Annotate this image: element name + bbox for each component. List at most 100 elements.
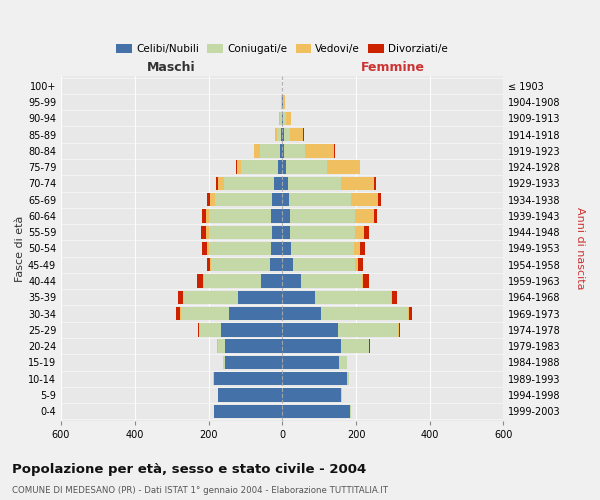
Bar <box>184 290 282 304</box>
Bar <box>178 290 282 304</box>
Bar <box>281 96 282 108</box>
Bar <box>281 96 282 108</box>
Bar <box>209 210 282 222</box>
Bar <box>218 388 282 402</box>
Bar <box>206 226 282 239</box>
Bar <box>282 226 355 239</box>
Bar <box>282 340 341 353</box>
Bar <box>278 112 282 125</box>
Bar <box>275 128 282 141</box>
Text: Popolazione per età, sesso e stato civile - 2004: Popolazione per età, sesso e stato civil… <box>12 462 366 475</box>
Bar <box>199 323 282 336</box>
Bar <box>211 193 282 206</box>
Bar <box>282 112 292 125</box>
Bar <box>282 144 334 158</box>
Bar <box>223 356 282 369</box>
Bar <box>218 176 282 190</box>
Bar <box>282 372 349 386</box>
Bar <box>181 307 282 320</box>
Bar <box>282 112 283 125</box>
Bar <box>280 112 282 125</box>
Bar <box>282 356 340 369</box>
Bar <box>282 274 368 287</box>
Bar <box>216 176 282 190</box>
Bar <box>282 176 341 190</box>
Bar <box>206 258 282 272</box>
Bar <box>229 307 282 320</box>
Bar <box>218 388 282 402</box>
Bar <box>271 242 282 255</box>
Bar <box>254 144 282 158</box>
Bar <box>282 307 407 320</box>
Bar <box>282 388 341 402</box>
Bar <box>282 226 364 239</box>
Bar <box>277 128 282 141</box>
Bar <box>282 128 304 141</box>
Bar <box>280 144 282 158</box>
Bar <box>278 160 282 174</box>
Bar <box>201 226 282 239</box>
Bar <box>278 112 282 125</box>
Bar <box>282 372 347 386</box>
Bar <box>225 356 282 369</box>
Bar <box>282 112 292 125</box>
Bar <box>282 356 347 369</box>
Bar <box>282 258 362 272</box>
Bar <box>282 210 377 222</box>
Text: Maschi: Maschi <box>148 62 196 74</box>
Bar <box>218 340 282 353</box>
Bar <box>282 388 342 402</box>
Bar <box>282 404 351 418</box>
Bar <box>282 274 364 287</box>
Bar <box>282 176 374 190</box>
Bar <box>282 404 351 418</box>
Bar <box>206 210 282 222</box>
Bar <box>282 274 301 287</box>
Bar <box>282 144 305 158</box>
Bar <box>282 210 355 222</box>
Bar <box>282 210 374 222</box>
Bar <box>271 258 282 272</box>
Bar <box>236 160 282 174</box>
Bar <box>282 96 285 108</box>
Bar <box>282 144 335 158</box>
Bar <box>282 193 382 206</box>
Bar <box>209 226 282 239</box>
Bar <box>282 290 392 304</box>
Bar <box>282 388 342 402</box>
Bar <box>180 307 282 320</box>
Bar <box>211 258 282 272</box>
Bar <box>214 372 282 386</box>
Bar <box>198 323 282 336</box>
Bar <box>272 226 282 239</box>
Bar <box>209 242 282 255</box>
Bar <box>282 160 359 174</box>
Bar <box>215 193 282 206</box>
Bar <box>282 290 397 304</box>
Bar <box>281 128 282 141</box>
Bar <box>218 388 282 402</box>
Bar <box>282 290 316 304</box>
Bar <box>282 160 286 174</box>
Bar <box>218 388 282 402</box>
Bar <box>282 274 362 287</box>
Bar <box>282 128 303 141</box>
Bar <box>208 193 282 206</box>
Bar <box>282 404 350 418</box>
Bar <box>224 176 282 190</box>
Bar <box>281 96 282 108</box>
Bar <box>282 128 284 141</box>
Bar <box>282 226 369 239</box>
Bar <box>214 404 282 418</box>
Bar <box>275 128 282 141</box>
Bar <box>282 258 293 272</box>
Bar <box>282 372 349 386</box>
Bar <box>281 112 282 125</box>
Legend: Celibi/Nubili, Coniugati/e, Vedovi/e, Divorziati/e: Celibi/Nubili, Coniugati/e, Vedovi/e, Di… <box>112 40 452 58</box>
Bar <box>282 323 338 336</box>
Bar <box>282 242 354 255</box>
Bar <box>225 340 282 353</box>
Bar <box>282 340 370 353</box>
Bar <box>282 372 349 386</box>
Bar <box>217 340 282 353</box>
